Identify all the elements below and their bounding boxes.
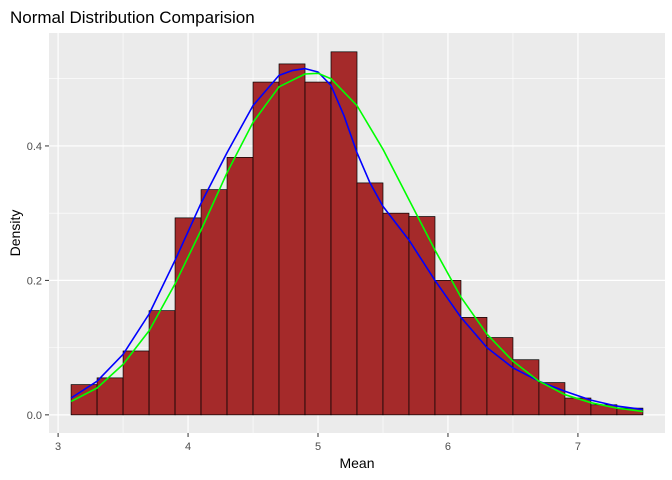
y-tick-label: 0.0	[27, 410, 42, 422]
x-axis-ticks: 3 4 5 6 7	[55, 433, 581, 453]
histogram-bar	[356, 182, 384, 416]
histogram-bar	[174, 217, 202, 416]
x-tick-label: 7	[575, 441, 581, 453]
density-curve-blue	[70, 67, 644, 411]
histogram-bar	[590, 404, 618, 416]
x-tick-label: 3	[55, 441, 61, 453]
normal-curve-green	[70, 72, 644, 413]
y-axis-ticks: 0.0 0.2 0.4	[27, 141, 49, 422]
histogram-bar	[382, 212, 410, 416]
histogram-bar	[434, 280, 462, 416]
histogram-bar	[252, 81, 280, 416]
y-tick-label: 0.2	[27, 275, 42, 287]
histogram-bar	[304, 81, 332, 416]
x-tick-label: 5	[315, 441, 321, 453]
histogram-bar	[96, 377, 124, 416]
histogram-bars	[70, 51, 644, 416]
histogram-bar	[512, 359, 540, 416]
y-tick-label: 0.4	[27, 141, 42, 153]
y-axis-title: Density	[7, 210, 23, 257]
density-lines	[70, 67, 644, 413]
x-axis-title: Mean	[339, 455, 374, 471]
histogram-bar	[148, 310, 176, 416]
histogram-bar	[200, 189, 228, 416]
histogram-bar	[408, 216, 436, 416]
histogram-bar	[564, 397, 592, 416]
histogram-bar	[486, 337, 514, 416]
x-tick-label: 4	[185, 441, 191, 453]
x-tick-label: 6	[445, 441, 451, 453]
histogram-bar	[226, 157, 254, 416]
histogram-bar	[330, 51, 358, 416]
histogram-bar	[278, 63, 306, 416]
chart-title: Normal Distribution Comparision	[10, 8, 255, 27]
